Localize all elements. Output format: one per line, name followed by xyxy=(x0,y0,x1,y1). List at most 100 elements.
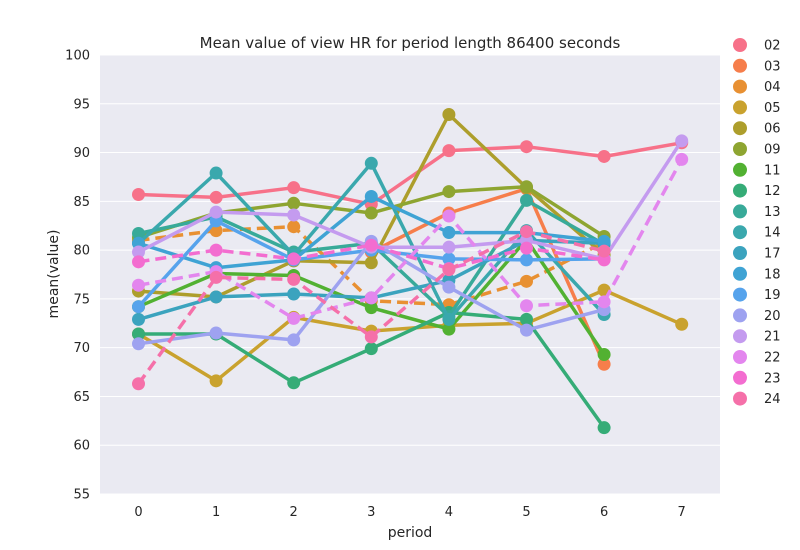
legend-item: 06 xyxy=(733,121,781,137)
data-point xyxy=(442,144,456,158)
legend-marker xyxy=(733,391,747,406)
data-point xyxy=(597,347,611,361)
legend-marker xyxy=(733,121,747,136)
legend-label: 22 xyxy=(764,351,781,366)
legend-marker xyxy=(733,204,747,219)
data-point xyxy=(364,156,378,170)
data-point xyxy=(364,256,378,270)
legend-item: 02 xyxy=(733,38,781,54)
y-tick-label: 95 xyxy=(73,97,90,112)
data-point xyxy=(209,166,223,180)
data-point xyxy=(209,374,223,388)
legend-label: 21 xyxy=(764,330,781,345)
data-point xyxy=(442,263,456,277)
data-point xyxy=(442,240,456,254)
legend: 02 03 04 05 06 09 11 12 13 14 17 18 19 20 21 22 23 24 xyxy=(733,38,781,407)
data-point xyxy=(442,185,456,199)
series-line xyxy=(370,186,606,366)
data-point xyxy=(520,225,533,239)
data-point xyxy=(442,108,456,122)
y-axis-label: mean(value) xyxy=(46,230,62,319)
legend-item: 12 xyxy=(733,183,781,199)
legend-item: 17 xyxy=(733,246,781,262)
legend-item: 04 xyxy=(733,79,781,95)
data-point xyxy=(287,181,301,195)
legend-label: 09 xyxy=(764,143,781,158)
series-24 xyxy=(132,225,611,391)
x-tick-label: 0 xyxy=(134,505,142,520)
data-point xyxy=(364,189,378,203)
legend-marker xyxy=(733,142,747,156)
legend-item: 03 xyxy=(733,58,781,74)
data-point xyxy=(442,312,456,326)
legend-marker xyxy=(733,58,747,73)
data-point xyxy=(364,291,378,305)
data-point xyxy=(520,323,533,337)
x-tick-label: 5 xyxy=(522,505,530,520)
x-tick-label: 6 xyxy=(600,505,608,520)
data-point xyxy=(132,227,145,241)
data-point xyxy=(287,252,301,266)
legend-marker xyxy=(733,246,747,260)
data-point xyxy=(520,180,533,194)
legend-item: 24 xyxy=(733,391,781,407)
data-point xyxy=(442,209,456,223)
data-point xyxy=(442,252,456,266)
legend-label: 24 xyxy=(764,392,781,407)
legend-label: 06 xyxy=(764,122,781,137)
legend-item: 09 xyxy=(733,142,781,158)
legend-label: 04 xyxy=(764,80,781,95)
data-point xyxy=(675,134,689,148)
data-point xyxy=(520,193,533,207)
gridlines xyxy=(100,54,720,495)
legend-label: 14 xyxy=(764,226,781,241)
legend-label: 12 xyxy=(764,184,781,199)
chart-title: Mean value of view HR for period length … xyxy=(200,34,621,52)
x-axis-label: period xyxy=(388,525,433,541)
legend-marker xyxy=(733,370,747,385)
legend-marker xyxy=(733,162,747,177)
y-tick-label: 80 xyxy=(73,244,90,259)
legend-marker xyxy=(733,79,747,94)
x-tick-label: 3 xyxy=(367,505,375,520)
data-point xyxy=(132,327,145,341)
legend-item: 20 xyxy=(733,308,781,324)
data-point xyxy=(132,312,145,326)
legend-marker xyxy=(733,287,747,302)
legend-label: 03 xyxy=(764,59,781,74)
data-point xyxy=(442,226,456,240)
data-point xyxy=(132,188,145,202)
data-point xyxy=(364,238,378,252)
data-point xyxy=(520,241,533,255)
data-point xyxy=(597,149,611,163)
legend-marker xyxy=(733,225,747,240)
data-point xyxy=(209,243,223,257)
series-line xyxy=(138,141,683,207)
legend-item: 22 xyxy=(733,350,781,366)
data-point xyxy=(209,205,223,219)
legend-marker xyxy=(733,308,747,323)
data-point xyxy=(132,337,145,351)
legend-marker xyxy=(733,183,747,198)
legend-item: 18 xyxy=(733,266,781,282)
axes: 55 60 65 70 75 80 85 90 95 100 0 1 2 3 4 5 6 7 xyxy=(65,49,686,521)
data-point xyxy=(675,317,689,331)
data-point xyxy=(287,376,301,390)
data-point xyxy=(520,312,533,326)
data-point xyxy=(597,295,611,309)
data-point xyxy=(287,272,301,286)
series-group xyxy=(132,108,689,435)
series-line xyxy=(137,288,683,383)
data-point xyxy=(442,280,456,294)
data-point xyxy=(209,290,223,304)
legend-marker xyxy=(733,329,747,344)
y-tick-label: 60 xyxy=(73,439,90,454)
data-point xyxy=(209,190,223,204)
y-tick-label: 65 xyxy=(73,390,90,405)
data-point xyxy=(364,301,378,315)
y-tick-label: 90 xyxy=(73,146,90,161)
legend-label: 17 xyxy=(764,247,781,262)
legend-marker xyxy=(733,100,747,115)
data-point xyxy=(132,300,145,314)
